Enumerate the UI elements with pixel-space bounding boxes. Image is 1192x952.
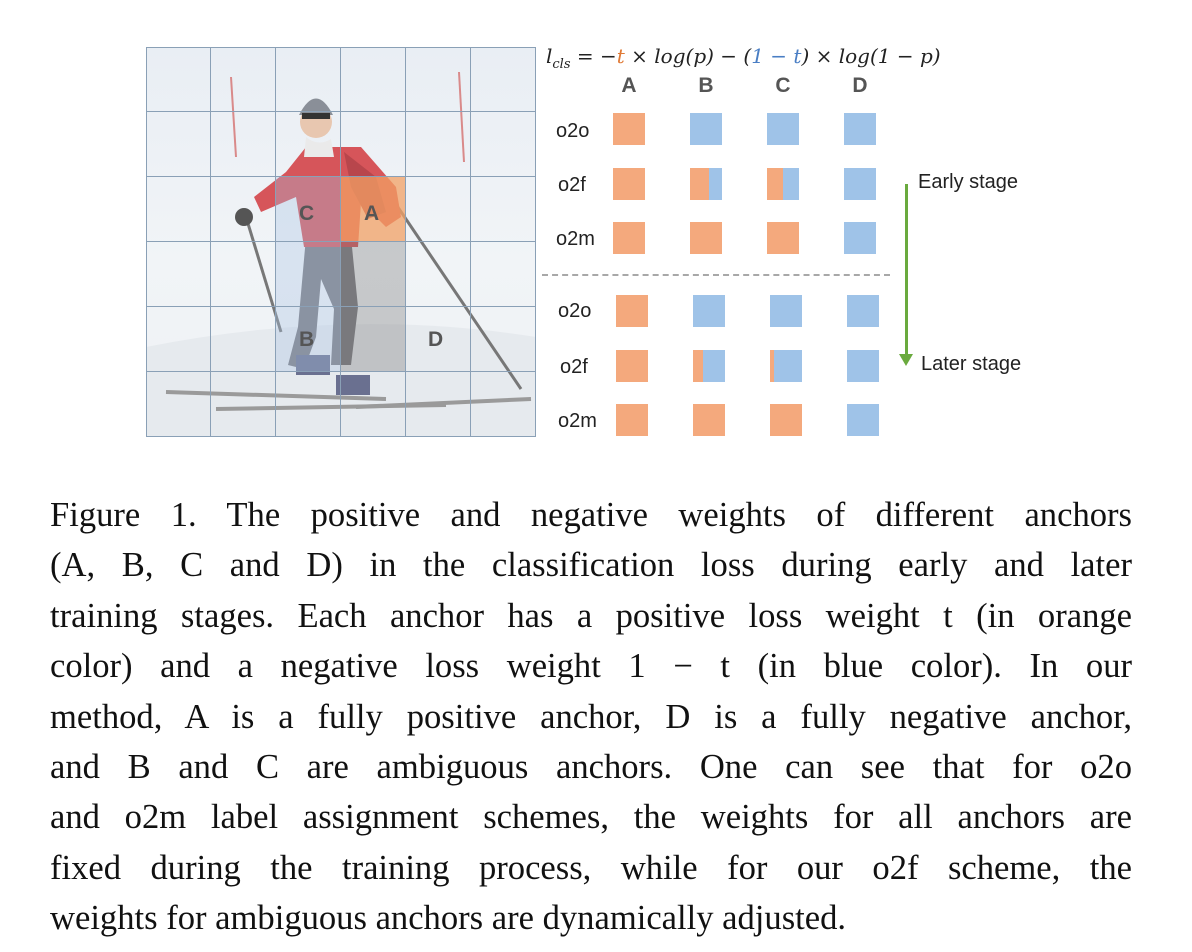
caption-line: and o2m label assignment schemes, the we… xyxy=(50,798,1132,837)
weight-square-b-o2o xyxy=(690,113,722,145)
anchor-tint-region xyxy=(276,177,341,372)
figure-caption: Figure 1. The positive and negative weig… xyxy=(50,490,1132,944)
column-head-b: B xyxy=(698,74,714,97)
loss-formula: lcls = −t × log(p) − (1 − t) × log(1 − p… xyxy=(546,44,941,72)
column-head-c: C xyxy=(775,74,791,97)
weight-square-c-o2f xyxy=(770,350,802,382)
weight-square-d-o2f xyxy=(844,168,876,200)
row-label-o2f-later: o2f xyxy=(560,356,588,378)
weight-square-a-o2m xyxy=(616,404,648,436)
column-head-d: D xyxy=(852,74,868,97)
anchor-label-a: A xyxy=(364,202,380,225)
weight-square-d-o2o xyxy=(847,295,879,327)
weight-square-c-o2m xyxy=(767,222,799,254)
caption-line: weights for ambiguous anchors are dynami… xyxy=(50,899,847,938)
weight-square-b-o2o xyxy=(693,295,725,327)
row-label-o2o-early: o2o xyxy=(556,120,590,142)
caption-line: (A, B, C and D) in the classification lo… xyxy=(50,546,1132,585)
weight-square-b-o2f xyxy=(690,168,722,200)
caption-line: training stages. Each anchor has a posit… xyxy=(50,596,1132,635)
anchor-label-b: B xyxy=(299,328,315,351)
weight-square-a-o2f xyxy=(616,350,648,382)
stage-divider xyxy=(542,274,890,276)
caption-line: Figure 1. The positive and negative weig… xyxy=(50,496,1132,534)
weight-square-c-o2o xyxy=(770,295,802,327)
weight-square-c-o2o xyxy=(767,113,799,145)
caption-line: fixed during the training process, while… xyxy=(50,848,1132,887)
weight-square-b-o2m xyxy=(693,404,725,436)
caption-line: color) and a negative loss weight 1 − t … xyxy=(50,647,1132,686)
early-stage-label: Early stage xyxy=(918,171,1019,193)
weight-square-d-o2m xyxy=(847,404,879,436)
weight-square-d-o2m xyxy=(844,222,876,254)
caption-line: and B and C are ambiguous anchors. One c… xyxy=(50,748,1132,787)
row-label-o2m-early: o2m xyxy=(556,228,595,250)
row-label-o2f-early: o2f xyxy=(558,174,586,196)
caption-line: method, A is a fully positive anchor, D … xyxy=(50,697,1132,736)
weight-square-d-o2o xyxy=(844,113,876,145)
skier-photo: C A B D xyxy=(146,47,536,437)
weight-square-b-o2f xyxy=(693,350,725,382)
anchor-label-c: C xyxy=(299,202,315,225)
later-stage-label: Later stage xyxy=(921,353,1022,375)
weight-square-c-o2f xyxy=(767,168,799,200)
weight-square-a-o2o xyxy=(613,113,645,145)
row-label-o2o-later: o2o xyxy=(558,300,592,322)
arrow-head-icon xyxy=(899,354,913,366)
weight-square-d-o2f xyxy=(847,350,879,382)
weight-square-b-o2m xyxy=(690,222,722,254)
anchor-label-d: D xyxy=(428,328,444,351)
weight-square-a-o2o xyxy=(616,295,648,327)
weight-square-c-o2m xyxy=(770,404,802,436)
anchor-a-cell xyxy=(341,177,406,242)
anchor-grey-region xyxy=(341,242,406,372)
stage-arrow xyxy=(905,184,908,356)
weight-square-a-o2f xyxy=(613,168,645,200)
weight-square-a-o2m xyxy=(613,222,645,254)
column-head-a: A xyxy=(621,74,637,97)
row-label-o2m-later: o2m xyxy=(558,410,597,432)
